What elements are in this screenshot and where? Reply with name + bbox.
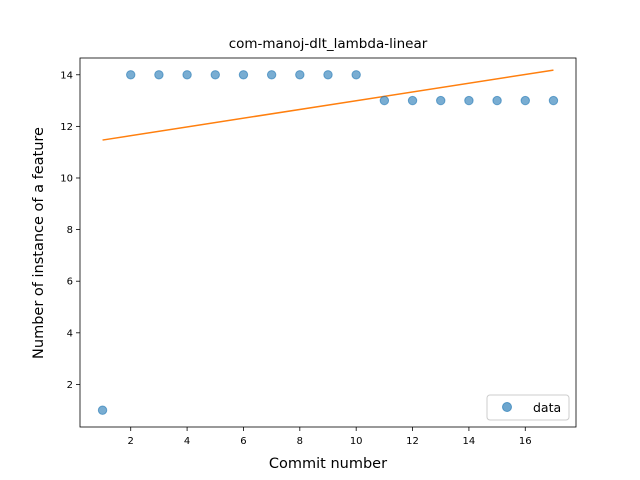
fit-line bbox=[102, 69, 554, 141]
data-point bbox=[266, 70, 277, 80]
x-axis-label: Commit number bbox=[269, 456, 387, 472]
data-point bbox=[407, 95, 418, 106]
data-point bbox=[520, 95, 530, 106]
y-tick-label: 6 bbox=[67, 277, 73, 288]
x-tick-label: 6 bbox=[240, 436, 246, 447]
x-tick-label: 12 bbox=[406, 436, 419, 447]
x-tick-label: 10 bbox=[350, 436, 363, 447]
axes-frame bbox=[79, 57, 577, 428]
x-tick-label: 14 bbox=[463, 436, 476, 447]
y-tick-label: 4 bbox=[67, 328, 73, 339]
plot-area: 2 4 6 8 10 12 14 16 2 4 6 8 10 12 14 bbox=[60, 57, 577, 447]
x-tick-label: 4 bbox=[184, 436, 190, 447]
y-tick-label: 12 bbox=[60, 122, 73, 133]
data-point bbox=[379, 95, 390, 106]
data-point bbox=[154, 70, 164, 80]
legend-marker bbox=[502, 402, 512, 412]
chart-title: com-manoj-dlt_lambda-linear bbox=[229, 36, 428, 52]
y-tick-label: 10 bbox=[60, 173, 73, 184]
data-point bbox=[548, 95, 559, 106]
data-point bbox=[323, 70, 333, 80]
data-point bbox=[182, 70, 192, 80]
legend-label: data bbox=[533, 400, 561, 415]
data-point bbox=[210, 70, 220, 80]
legend-frame bbox=[486, 394, 570, 421]
y-tick-label: 14 bbox=[60, 70, 73, 81]
data-point bbox=[295, 70, 305, 80]
y-axis-label: Number of instance of a feature bbox=[31, 127, 47, 359]
data-point bbox=[126, 70, 136, 80]
x-tick-label: 16 bbox=[519, 436, 532, 447]
data-point bbox=[464, 95, 474, 106]
y-tick-label: 2 bbox=[67, 380, 73, 391]
data-point bbox=[351, 70, 361, 80]
data-point bbox=[97, 405, 108, 415]
legend: data bbox=[486, 394, 570, 421]
x-tick-label: 8 bbox=[297, 436, 303, 447]
x-tick-label: 2 bbox=[128, 436, 134, 447]
data-point bbox=[492, 95, 502, 106]
y-tick-label: 8 bbox=[67, 225, 73, 236]
data-point bbox=[436, 95, 446, 106]
data-point bbox=[238, 70, 249, 80]
